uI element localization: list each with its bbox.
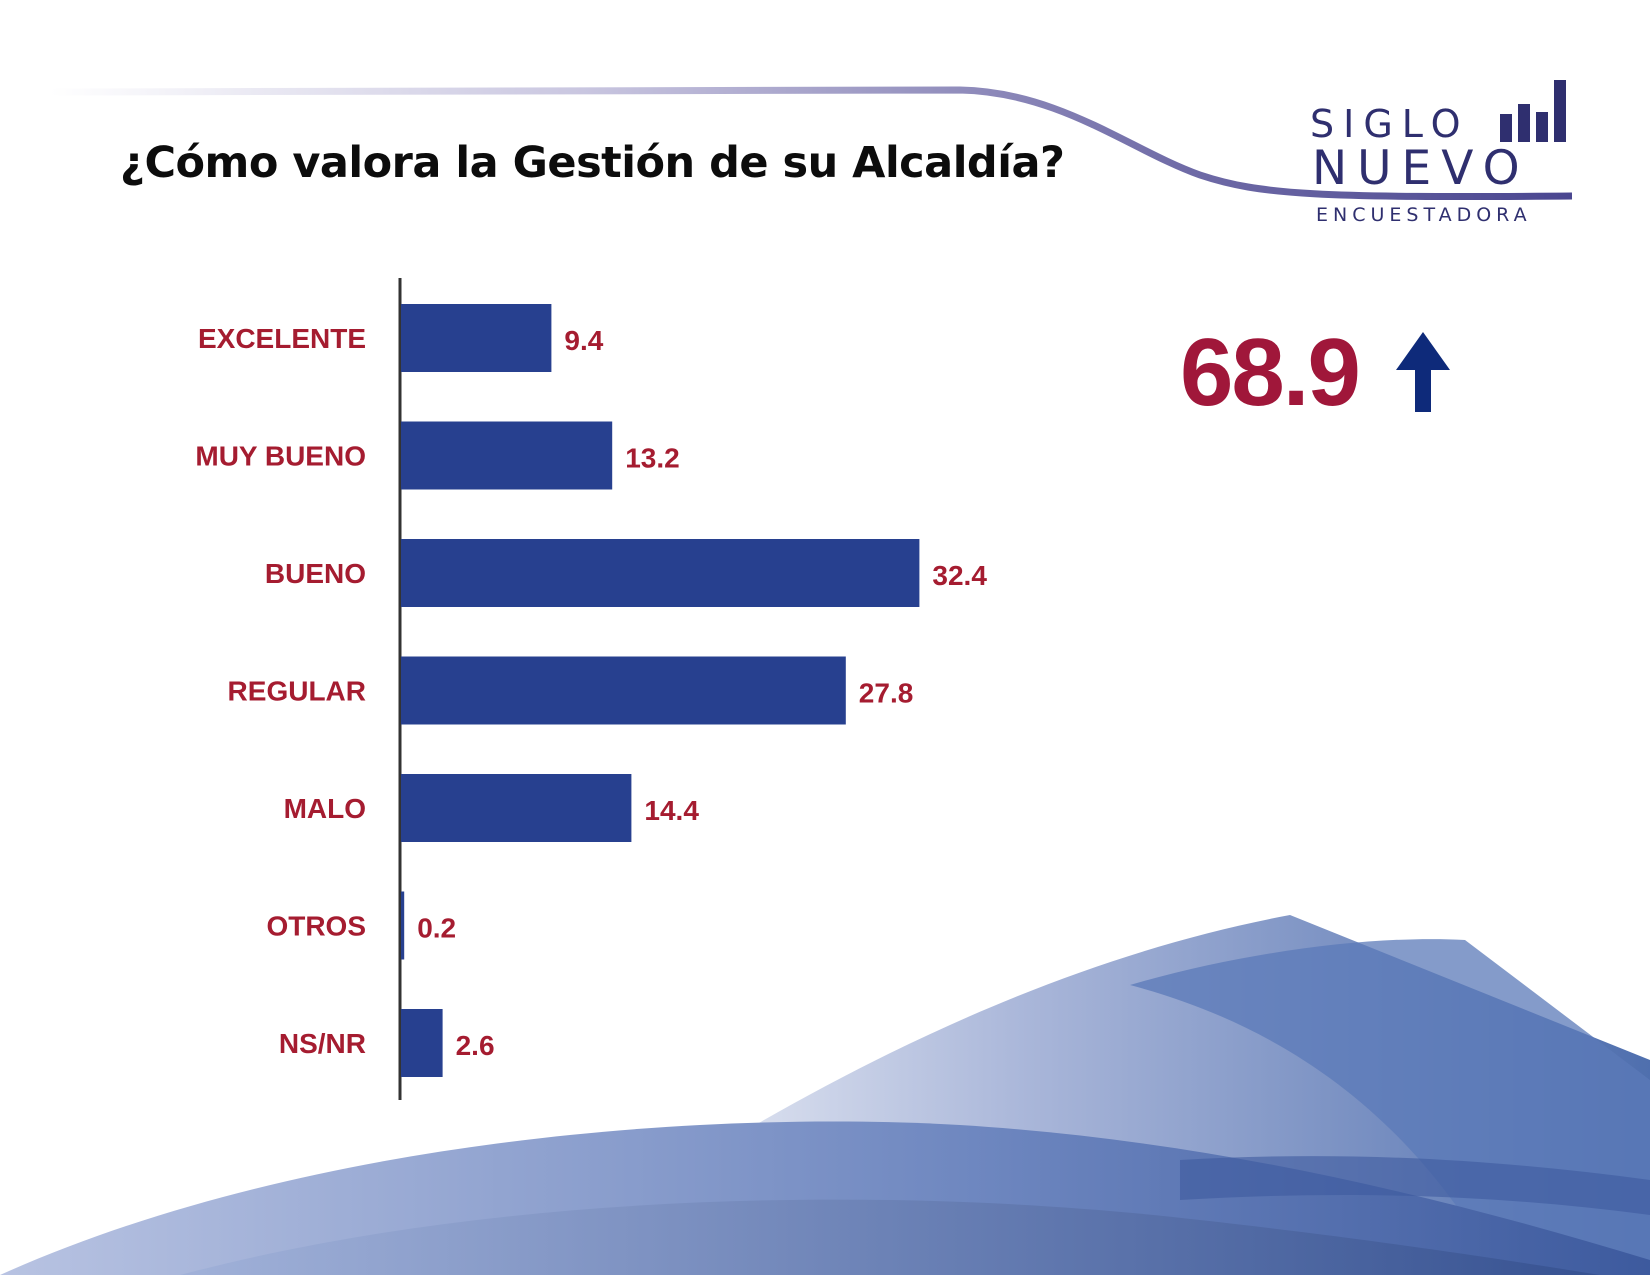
logo-text-siglo: SIGLO [1310,102,1470,146]
arrow-up-icon [1396,332,1450,412]
bar [401,1009,443,1077]
value-label: 13.2 [625,443,680,474]
wave-front-dark [180,1199,1600,1275]
category-label: EXCELENTE [198,323,366,354]
bar [401,539,920,607]
wave-highlight [1180,1156,1650,1215]
value-label: 2.6 [456,1030,495,1061]
category-label: NS/NR [279,1028,366,1059]
value-label: 14.4 [644,795,699,826]
bar [401,304,552,372]
category-label: OTROS [266,911,366,942]
bar [401,421,613,490]
header-swoosh-line [49,86,1573,201]
value-label: 0.2 [417,913,456,944]
bar [401,774,632,842]
bar-chart-logo-icon [1500,80,1572,142]
value-label: 9.4 [564,325,603,356]
category-label: BUENO [265,558,366,589]
highlight-value: 68.9 [1180,319,1361,426]
logo-text-encuestadora: ENCUESTADORA [1316,204,1532,226]
category-label: REGULAR [228,676,366,707]
bar [401,656,846,725]
logo-text-nuevo: NUEVO [1312,141,1530,196]
value-label: 27.8 [859,678,914,709]
category-label: MUY BUENO [195,441,366,472]
page-title: ¿Cómo valora la Gestión de su Alcaldía? [120,138,1065,188]
bar [401,891,405,960]
value-label: 32.4 [932,560,987,591]
category-label: MALO [284,793,366,824]
